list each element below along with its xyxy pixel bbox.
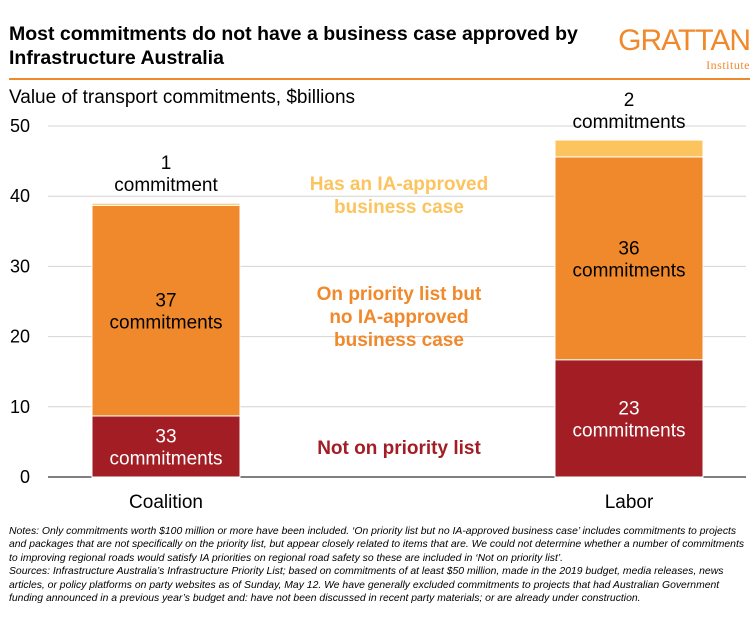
y-axis-ticks: 0 10 20 30 40 50 bbox=[10, 116, 30, 487]
bar-segment bbox=[554, 156, 704, 361]
legend-label: no IA-approved bbox=[329, 307, 468, 328]
bar-segment bbox=[91, 415, 241, 478]
segment-label: 33 bbox=[155, 426, 176, 447]
segment-label: commitments bbox=[110, 313, 223, 334]
y-tick-label: 20 bbox=[10, 327, 30, 347]
segment-label: 23 bbox=[618, 398, 639, 419]
logo-subtext: Institute bbox=[706, 58, 750, 72]
bar-segment bbox=[91, 204, 241, 417]
x-tick-label: Coalition bbox=[129, 492, 203, 513]
y-tick-label: 30 bbox=[10, 256, 30, 276]
logo-wordmark: GRATTAN bbox=[618, 24, 751, 57]
title-divider bbox=[9, 78, 750, 80]
segment-label: 37 bbox=[155, 291, 176, 312]
y-tick-label: 40 bbox=[10, 186, 30, 206]
segment-label: commitments bbox=[110, 448, 223, 469]
bars bbox=[91, 139, 704, 478]
y-tick-label: 0 bbox=[20, 467, 30, 487]
inline-legend: Not on priority list On priority list but… bbox=[310, 174, 488, 459]
chart-title: Most commitments do not have a business … bbox=[9, 23, 578, 69]
y-tick-label: 50 bbox=[10, 116, 30, 136]
chart-subtitle: Value of transport commitments, $billion… bbox=[9, 87, 356, 108]
footnotes: Notes: Only commitments worth $100 milli… bbox=[9, 525, 745, 605]
notes-text: Notes: Only commitments worth $100 milli… bbox=[9, 526, 745, 564]
sources-text: Sources: Infrastructure Australia’s Infr… bbox=[9, 566, 724, 605]
segment-label: 2 bbox=[624, 90, 635, 111]
segment-label: 1 bbox=[161, 153, 172, 174]
x-axis-ticks: Coalition Labor bbox=[129, 492, 654, 513]
bar-segment bbox=[91, 202, 241, 206]
segment-label: commitments bbox=[573, 260, 686, 281]
grattan-logo: GRATTAN Institute bbox=[612, 24, 751, 73]
bar-labels: 33commitments37commitments1commitment23c… bbox=[110, 90, 686, 469]
legend-label: business case bbox=[334, 197, 464, 218]
legend-label: Not on priority list bbox=[317, 438, 481, 459]
x-tick-label: Labor bbox=[605, 492, 654, 513]
segment-label: commitments bbox=[573, 420, 686, 441]
bar-segment bbox=[554, 359, 704, 478]
segment-label: commitment bbox=[114, 175, 218, 196]
legend-label: Has an IA-approved bbox=[310, 174, 488, 195]
segment-label: commitments bbox=[573, 112, 686, 133]
bar-segment bbox=[554, 139, 704, 158]
legend-label: On priority list but bbox=[317, 284, 482, 305]
legend-label: business case bbox=[334, 330, 464, 351]
segment-label: 36 bbox=[618, 238, 639, 259]
y-tick-label: 10 bbox=[10, 397, 30, 417]
